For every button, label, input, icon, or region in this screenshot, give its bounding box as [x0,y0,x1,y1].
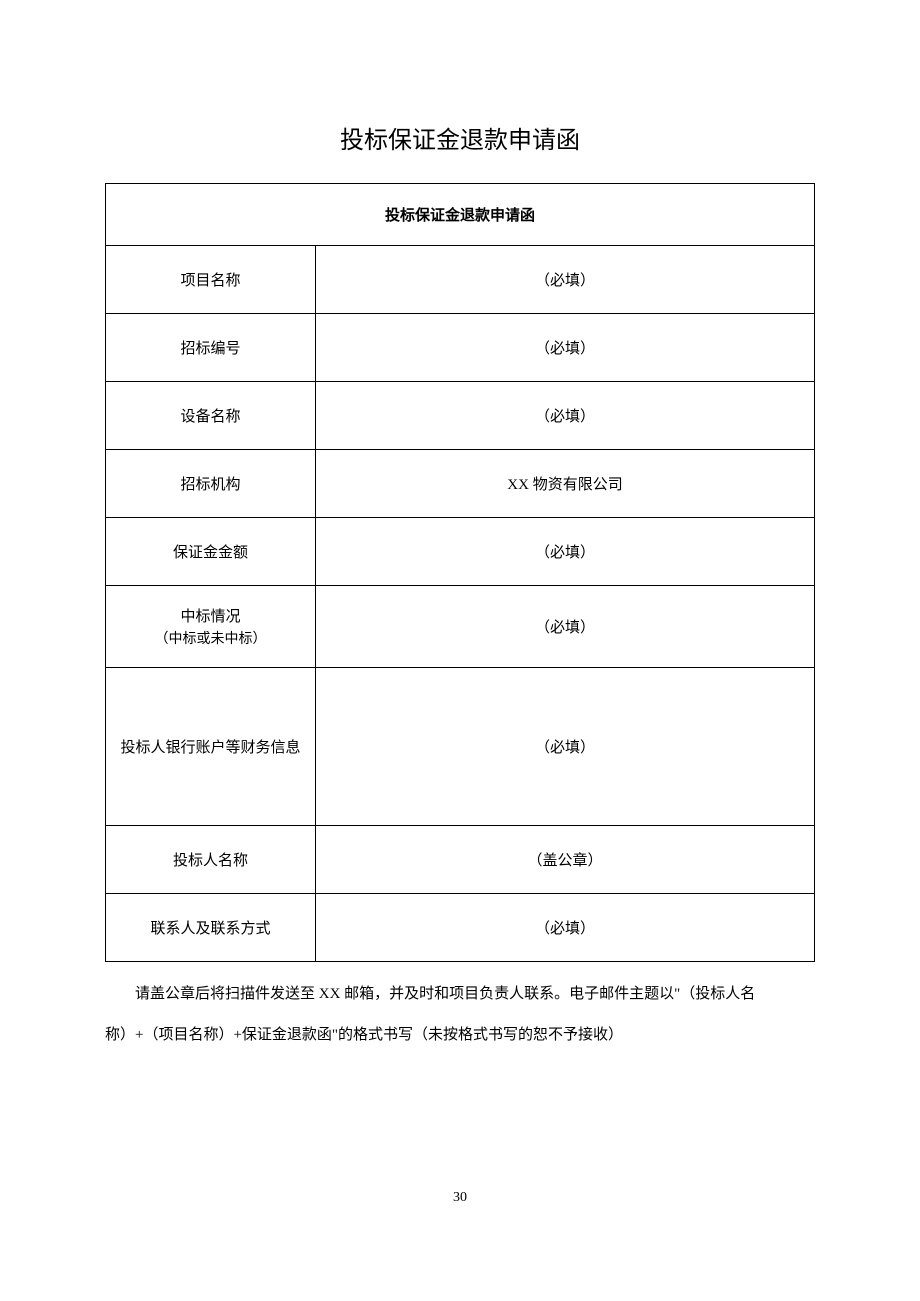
row-value-contact: （必填） [316,894,815,962]
table-row: 保证金金额 （必填） [106,518,815,586]
row-label-bidding-org: 招标机构 [106,450,316,518]
row-label-bid-status: 中标情况 （中标或未中标） [106,586,316,668]
footer-text: 请盖公章后将扫描件发送至 XX 邮箱，并及时和项目负责人联系。电子邮件主题以"（… [105,980,815,1049]
row-value-project-name: （必填） [316,246,815,314]
row-value-bid-number: （必填） [316,314,815,382]
document-title: 投标保证金退款申请函 [105,120,815,155]
row-value-equipment-name: （必填） [316,382,815,450]
row-label-deposit-amount: 保证金金额 [106,518,316,586]
row-value-deposit-amount: （必填） [316,518,815,586]
row-label-bid-number: 招标编号 [106,314,316,382]
table-row: 设备名称 （必填） [106,382,815,450]
footer-line-1: 请盖公章后将扫描件发送至 XX 邮箱，并及时和项目负责人联系。电子邮件主题以"（… [105,980,815,1009]
row-label-bid-status-main: 中标情况 [180,609,240,625]
table-row: 投标人名称 （盖公章） [106,826,815,894]
row-label-equipment-name: 设备名称 [106,382,316,450]
table-row: 项目名称 （必填） [106,246,815,314]
row-value-bid-status: （必填） [316,586,815,668]
table-row: 招标机构 XX 物资有限公司 [106,450,815,518]
row-value-bidder-name: （盖公章） [316,826,815,894]
footer-line-2: 称）+（项目名称）+保证金退款函"的格式书写（未按格式书写的恕不予接收） [105,1021,815,1050]
refund-form-table: 投标保证金退款申请函 项目名称 （必填） 招标编号 （必填） 设备名称 （必填）… [105,183,815,962]
row-value-bidding-org: XX 物资有限公司 [316,450,815,518]
table-row: 联系人及联系方式 （必填） [106,894,815,962]
table-header-row: 投标保证金退款申请函 [106,184,815,246]
row-value-bank-info: （必填） [316,668,815,826]
row-label-bid-status-sub: （中标或未中标） [110,628,311,648]
row-label-contact: 联系人及联系方式 [106,894,316,962]
page-container: 投标保证金退款申请函 投标保证金退款申请函 项目名称 （必填） 招标编号 （必填… [0,0,920,1049]
table-row: 招标编号 （必填） [106,314,815,382]
page-number: 30 [0,1190,920,1206]
row-label-project-name: 项目名称 [106,246,316,314]
row-label-bank-info: 投标人银行账户等财务信息 [106,668,316,826]
table-header-cell: 投标保证金退款申请函 [106,184,815,246]
table-row: 中标情况 （中标或未中标） （必填） [106,586,815,668]
row-label-bidder-name: 投标人名称 [106,826,316,894]
table-row: 投标人银行账户等财务信息 （必填） [106,668,815,826]
